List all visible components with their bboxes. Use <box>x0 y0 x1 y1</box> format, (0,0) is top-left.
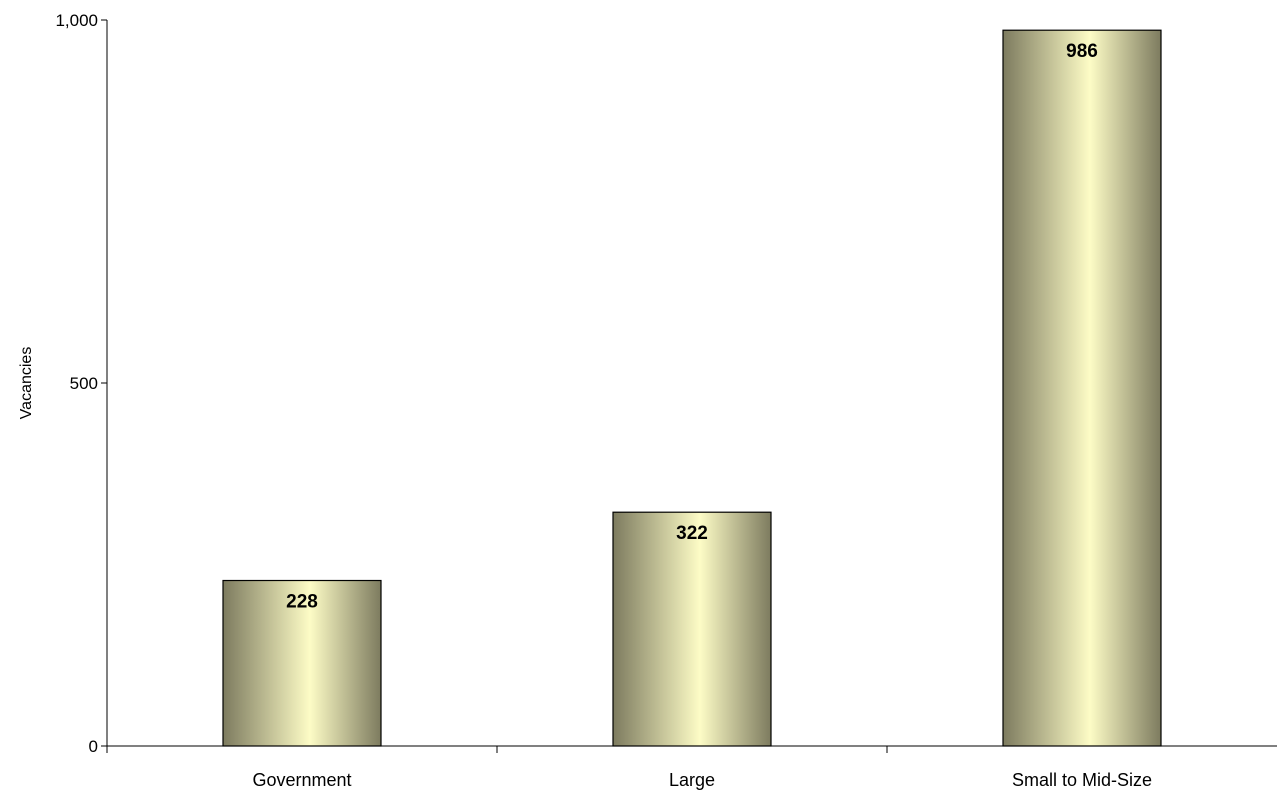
labels: 228 Government 322 Large 986 Small to Mid-Siz… <box>55 11 1152 790</box>
bars <box>222 29 1162 747</box>
data-label-2: 986 <box>1066 41 1098 62</box>
y-tick-label-1: 500 <box>70 374 98 393</box>
x-tick-label-1: Large <box>669 770 715 790</box>
y-axis-title: Vacancies <box>18 347 35 420</box>
axes <box>101 19 1277 753</box>
data-label-0: 228 <box>286 592 318 613</box>
bar-1 <box>612 511 772 747</box>
bar-2 <box>1002 29 1162 747</box>
y-tick-label-0: 0 <box>89 737 98 756</box>
bar-0 <box>222 579 382 747</box>
data-label-1: 322 <box>676 523 708 544</box>
y-tick-label-2: 1,000 <box>55 11 98 30</box>
x-tick-label-2: Small to Mid-Size <box>1012 770 1152 790</box>
x-tick-label-0: Government <box>252 770 351 790</box>
